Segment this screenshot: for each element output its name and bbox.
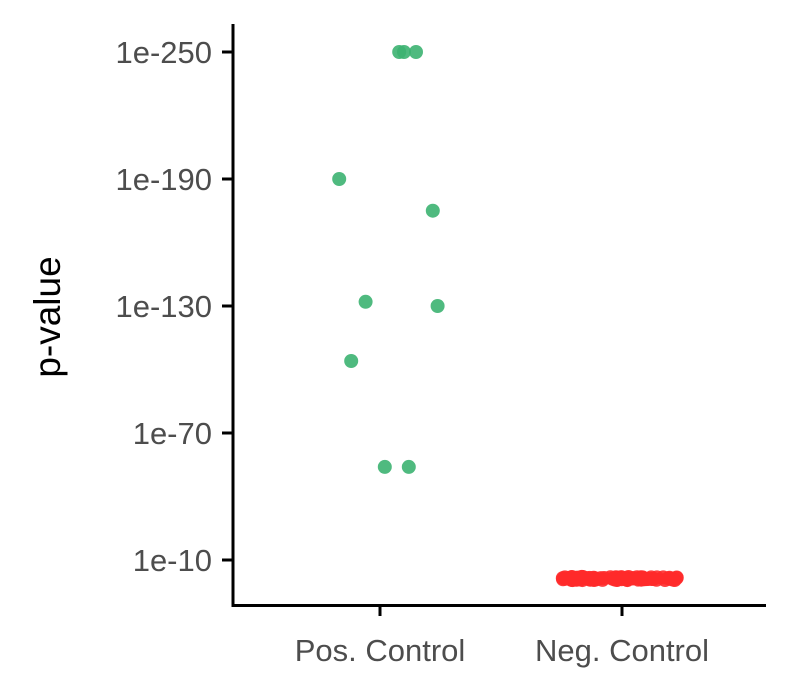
y-tick-label: 1e-190 bbox=[115, 162, 212, 197]
data-point bbox=[558, 571, 573, 586]
data-point bbox=[587, 571, 602, 586]
y-tick-label: 1e-250 bbox=[115, 35, 212, 70]
data-point bbox=[358, 294, 373, 309]
data-point bbox=[397, 45, 411, 59]
data-point bbox=[620, 573, 635, 588]
y-axis-ticks: 1e-250 1e-190 1e-130 1e-70 1e-10 bbox=[115, 35, 233, 578]
data-point bbox=[344, 354, 359, 368]
data-point bbox=[569, 572, 584, 587]
data-point bbox=[377, 459, 392, 474]
data-point bbox=[425, 203, 440, 218]
y-tick-label: 1e-130 bbox=[115, 289, 212, 324]
y-tick-label: 1e-10 bbox=[133, 543, 212, 578]
data-point bbox=[430, 299, 445, 313]
data-points bbox=[332, 45, 684, 588]
y-tick-label: 1e-70 bbox=[133, 416, 212, 451]
y-axis-title: p-value bbox=[27, 256, 68, 377]
data-point bbox=[332, 172, 347, 186]
data-point bbox=[631, 572, 646, 587]
data-point bbox=[661, 571, 676, 586]
x-tick-label: Pos. Control bbox=[295, 633, 466, 668]
data-point bbox=[409, 45, 423, 59]
data-point bbox=[649, 572, 664, 587]
x-tick-label: Neg. Control bbox=[535, 633, 709, 668]
data-point bbox=[401, 459, 416, 474]
x-axis-ticks: Pos. Control Neg. Control bbox=[295, 605, 709, 668]
